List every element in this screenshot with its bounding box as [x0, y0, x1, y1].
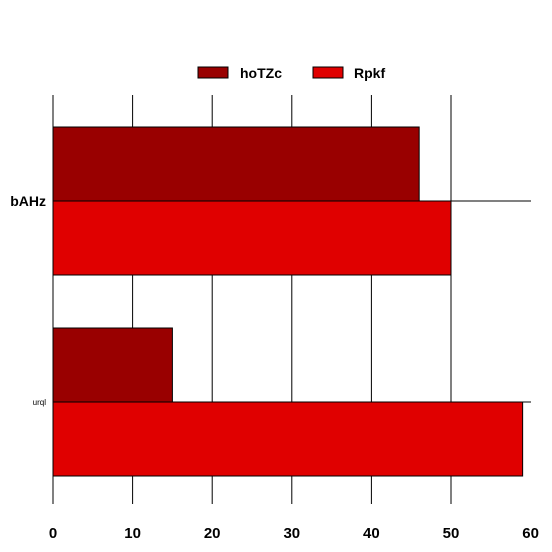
x-tick-label-40: 40 — [363, 525, 380, 542]
axes: bAHz urql 0 10 20 30 40 50 60 — [10, 193, 539, 542]
bar-rpkf-urql — [52, 401, 524, 477]
category-label-bahz: bAHz — [10, 193, 46, 209]
legend-label-hotzc: hoTZc — [240, 65, 282, 81]
bar-rpkf-bahz — [52, 200, 452, 276]
legend-swatch-hotzc — [197, 66, 229, 79]
x-tick-label-20: 20 — [204, 525, 221, 542]
x-tick-label-10: 10 — [124, 525, 141, 542]
x-tick-label-60: 60 — [522, 525, 539, 542]
x-tick-label-0: 0 — [49, 525, 57, 542]
category-label-urql: urql — [33, 398, 47, 407]
legend-swatch-rpkf — [312, 66, 344, 79]
x-tick-label-30: 30 — [283, 525, 300, 542]
legend-label-rpkf: Rpkf — [354, 65, 385, 81]
bars — [52, 126, 524, 477]
bar-hotzc-bahz — [52, 126, 420, 202]
bar-hotzc-urql — [52, 327, 173, 403]
x-tick-label-50: 50 — [443, 525, 460, 542]
legend: hoTZc Rpkf — [197, 65, 385, 81]
